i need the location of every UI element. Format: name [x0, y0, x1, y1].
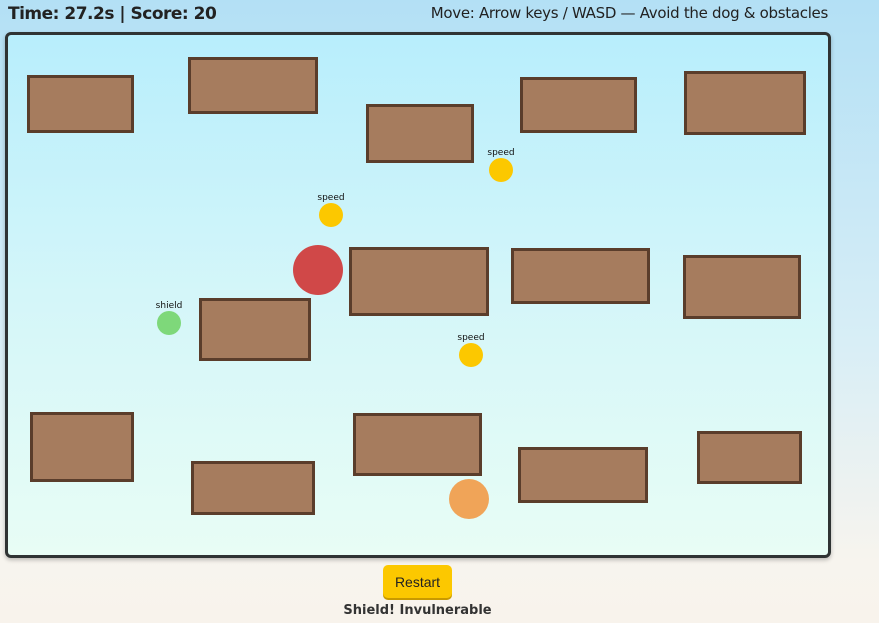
player	[449, 479, 489, 519]
obstacle	[353, 413, 482, 476]
obstacle	[683, 255, 801, 319]
game-canvas: speed speed speed shield	[27, 57, 806, 519]
obstacle	[199, 298, 311, 361]
obstacle	[30, 412, 134, 482]
speed-powerup-label: speed	[457, 333, 484, 343]
obstacle	[366, 104, 474, 163]
obstacle	[520, 77, 637, 133]
shield-powerup-label: shield	[156, 301, 183, 311]
obstacle	[518, 447, 648, 503]
obstacle	[191, 461, 315, 515]
obstacle	[697, 431, 802, 484]
time-score-display: Time: 27.2s | Score: 20	[8, 4, 217, 24]
shield-powerup	[157, 311, 181, 335]
speed-powerup	[319, 203, 343, 227]
obstacle	[684, 71, 806, 135]
speed-powerup	[459, 343, 483, 367]
obstacle	[27, 75, 134, 133]
obstacle	[188, 57, 318, 114]
speed-powerup-label: speed	[317, 193, 344, 203]
speed-powerup	[489, 158, 513, 182]
speed-powerup-label: speed	[487, 148, 514, 158]
restart-button[interactable]: Restart	[383, 565, 452, 598]
dog-enemy	[293, 245, 343, 295]
obstacle	[349, 247, 489, 316]
game-board[interactable]: speed speed speed shield	[5, 32, 831, 558]
status-message: Shield! Invulnerable	[343, 603, 492, 618]
instructions-text: Move: Arrow keys / WASD — Avoid the dog …	[430, 4, 829, 22]
obstacle	[511, 248, 650, 304]
